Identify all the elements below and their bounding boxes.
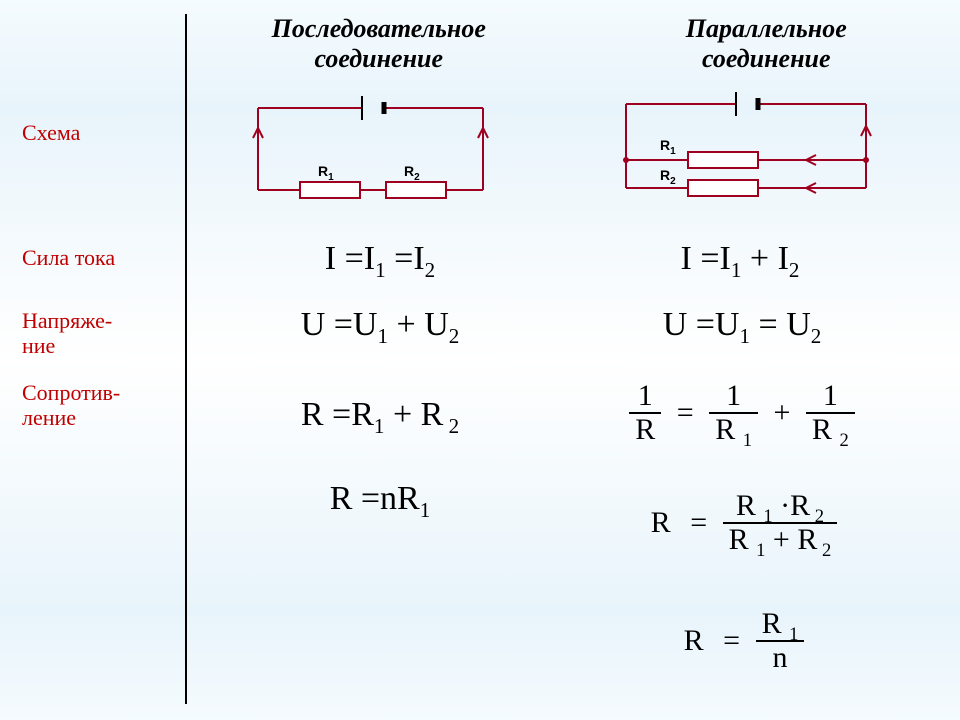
svg-text:R2: R2 xyxy=(660,167,676,187)
series-circuit: R1 R2 xyxy=(228,82,518,222)
svg-text:R2: R2 xyxy=(404,163,420,183)
page-container: Последовательное соединение Параллельное… xyxy=(0,0,960,720)
series-title-l1: Последовательное xyxy=(272,14,486,43)
series-current-formula: I =I1 =I2 xyxy=(260,242,500,276)
series-column-header: Последовательное соединение xyxy=(185,14,573,74)
label-resistance: Сопротив- ление xyxy=(22,380,120,431)
parallel-resistance-2-formula: R = R 1 ·R 2R 1 + R 2 xyxy=(592,490,892,555)
parallel-resistance-3-formula: R = R 1n xyxy=(612,608,872,673)
parallel-current-formula: I =I1 + I2 xyxy=(610,242,870,276)
svg-text:R1: R1 xyxy=(318,163,334,183)
parallel-circuit: R1 R2 xyxy=(598,80,898,230)
label-schema: Схема xyxy=(22,120,80,145)
series-resistance-1-formula: R =R1 + R 2 xyxy=(240,398,520,432)
label-current: Сила тока xyxy=(22,245,115,270)
parallel-title-l1: Параллельное xyxy=(686,14,847,43)
parallel-voltage-formula: U =U1 = U2 xyxy=(602,308,882,342)
parallel-title-l2: соединение xyxy=(702,44,831,73)
series-resistance-2-formula: R =nR1 xyxy=(260,482,500,516)
series-title-l2: соединение xyxy=(314,44,443,73)
parallel-column-header: Параллельное соединение xyxy=(573,14,960,74)
series-voltage-formula: U =U1 + U2 xyxy=(240,308,520,342)
header-row: Последовательное соединение Параллельное… xyxy=(0,0,960,74)
svg-text:R1: R1 xyxy=(660,137,676,157)
label-voltage: Напряже- ние xyxy=(22,308,112,359)
parallel-resistance-1-formula: 1R = 1R 1 + 1R 2 xyxy=(592,380,892,445)
vertical-divider xyxy=(185,14,187,704)
